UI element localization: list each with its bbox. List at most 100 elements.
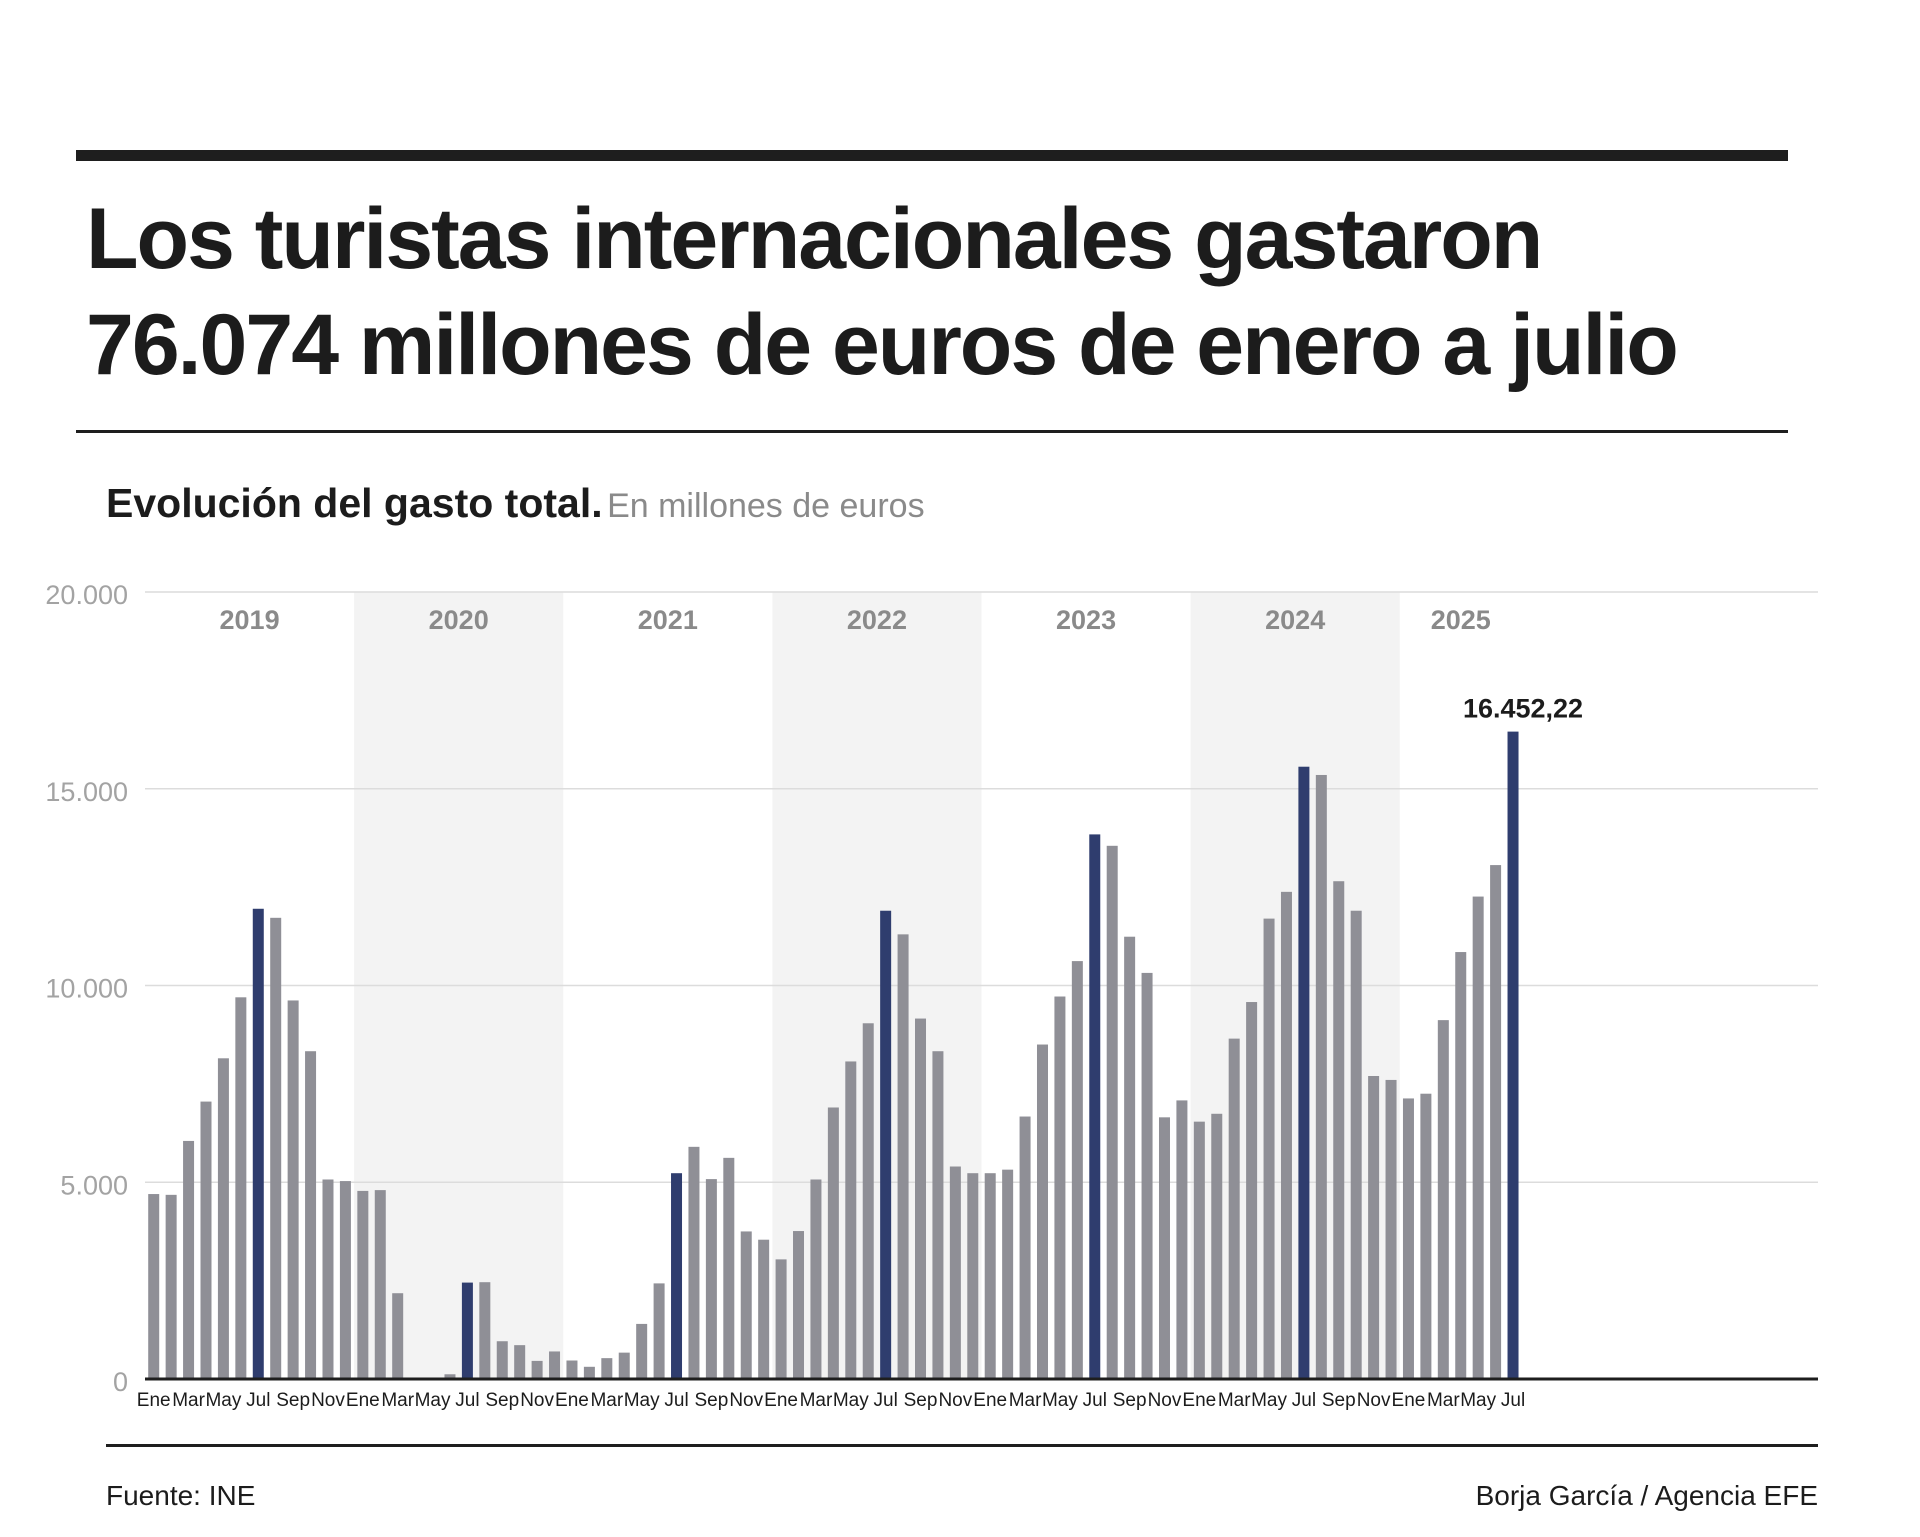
top-rule bbox=[76, 150, 1788, 161]
chart-subtitle: Evolución del gasto total. En millones d… bbox=[106, 480, 925, 527]
bar-2023-12 bbox=[1176, 1100, 1188, 1379]
year-label-2025: 2025 bbox=[1431, 605, 1491, 635]
bar-2023-6 bbox=[1071, 961, 1083, 1379]
source-note: Fuente: INE bbox=[106, 1480, 256, 1511]
bar-2019-3 bbox=[183, 1140, 195, 1379]
bar-2022-7 bbox=[880, 910, 892, 1379]
x-tick-label: Mar bbox=[1218, 1390, 1251, 1411]
bar-2024-1 bbox=[1193, 1121, 1205, 1379]
x-tick-label: Ene bbox=[1392, 1390, 1426, 1411]
x-tick-label: Sep bbox=[276, 1390, 310, 1411]
bar-2024-9 bbox=[1333, 881, 1345, 1379]
bar-2023-3 bbox=[1019, 1116, 1031, 1379]
year-label-2023: 2023 bbox=[1056, 605, 1116, 635]
bar-2021-11 bbox=[740, 1231, 752, 1379]
x-tick-label: Ene bbox=[1182, 1390, 1216, 1411]
bar-2021-2 bbox=[583, 1366, 595, 1379]
x-tick-label: May bbox=[415, 1390, 451, 1411]
x-tick-label: Nov bbox=[938, 1390, 972, 1411]
x-tick-label: Mar bbox=[590, 1390, 623, 1411]
bar-2025-5 bbox=[1472, 896, 1484, 1379]
year-label-2019: 2019 bbox=[220, 605, 280, 635]
bar-2019-6 bbox=[235, 997, 247, 1379]
bar-2020-2 bbox=[374, 1190, 386, 1379]
x-tick-label: Mar bbox=[800, 1390, 833, 1411]
x-tick-label: May bbox=[1042, 1390, 1078, 1411]
x-tick-label: Mar bbox=[1427, 1390, 1460, 1411]
x-tick-label: Jul bbox=[1292, 1390, 1316, 1411]
x-tick-label: Sep bbox=[485, 1390, 519, 1411]
bar-2021-8 bbox=[688, 1146, 700, 1379]
bar-2019-9 bbox=[287, 1000, 299, 1379]
chart-title: Evolución del gasto total. bbox=[106, 480, 603, 526]
x-tick-label: Nov bbox=[311, 1390, 345, 1411]
x-tick-label: Ene bbox=[555, 1390, 589, 1411]
bar-2024-4 bbox=[1246, 1002, 1258, 1379]
bar-2022-5 bbox=[845, 1061, 857, 1379]
bar-2021-12 bbox=[758, 1239, 770, 1379]
y-tick-label: 5.000 bbox=[60, 1170, 128, 1200]
bar-2020-6 bbox=[444, 1374, 456, 1379]
bar-2024-11 bbox=[1368, 1076, 1380, 1379]
bar-2019-11 bbox=[322, 1179, 334, 1379]
x-tick-label: Jul bbox=[1501, 1390, 1525, 1411]
x-tick-label: May bbox=[833, 1390, 869, 1411]
bar-2023-1 bbox=[984, 1173, 996, 1379]
x-tick-label: Jul bbox=[246, 1390, 270, 1411]
bar-2024-7 bbox=[1298, 766, 1310, 1379]
data-label-max: 16.452,22 bbox=[1463, 694, 1583, 724]
headline-line-2: 76.074 millones de euros de enero a juli… bbox=[86, 297, 1679, 393]
bar-2025-4 bbox=[1455, 952, 1467, 1379]
x-tick-label: Jul bbox=[455, 1390, 479, 1411]
y-tick-label: 0 bbox=[113, 1367, 128, 1397]
bar-2024-3 bbox=[1228, 1038, 1240, 1379]
x-tick-label: Ene bbox=[137, 1390, 171, 1411]
bar-2019-10 bbox=[305, 1051, 317, 1379]
bar-2019-7 bbox=[252, 908, 264, 1379]
bar-2025-6 bbox=[1490, 865, 1502, 1379]
bar-2020-1 bbox=[357, 1190, 369, 1379]
x-tick-label: Jul bbox=[1083, 1390, 1107, 1411]
headline-line-1: Los turistas internacionales gastaron bbox=[86, 191, 1543, 287]
bar-2024-5 bbox=[1263, 918, 1275, 1379]
bar-2023-9 bbox=[1124, 936, 1136, 1379]
y-tick-label: 20.000 bbox=[45, 580, 128, 610]
bar-2024-8 bbox=[1315, 774, 1327, 1379]
bar-2019-8 bbox=[270, 917, 282, 1379]
bar-2020-9 bbox=[496, 1341, 508, 1379]
bar-2023-11 bbox=[1158, 1117, 1170, 1379]
x-tick-label: May bbox=[624, 1390, 660, 1411]
bar-2025-2 bbox=[1420, 1093, 1432, 1379]
bar-2021-3 bbox=[601, 1358, 613, 1379]
bar-2022-1 bbox=[775, 1259, 787, 1379]
bar-2020-8 bbox=[479, 1282, 491, 1379]
x-tick-label: Nov bbox=[729, 1390, 763, 1411]
x-tick-label: May bbox=[1460, 1390, 1496, 1411]
x-tick-label: Mar bbox=[1009, 1390, 1042, 1411]
bar-2023-7 bbox=[1089, 834, 1101, 1379]
x-tick-label: Sep bbox=[1113, 1390, 1147, 1411]
bar-2024-12 bbox=[1385, 1079, 1397, 1379]
bar-2025-7 bbox=[1507, 731, 1519, 1379]
chart-unit: En millones de euros bbox=[607, 487, 925, 525]
x-tick-label: Ene bbox=[764, 1390, 798, 1411]
x-tick-label: Nov bbox=[520, 1390, 554, 1411]
headline: Los turistas internacionales gastaron 76… bbox=[86, 186, 1786, 398]
year-label-2021: 2021 bbox=[638, 605, 698, 635]
bar-2019-5 bbox=[217, 1058, 229, 1379]
y-tick-label: 10.000 bbox=[45, 974, 128, 1004]
bar-2023-5 bbox=[1054, 996, 1066, 1379]
headline-rule bbox=[76, 430, 1788, 433]
bar-2019-2 bbox=[165, 1194, 177, 1379]
bar-2021-1 bbox=[566, 1360, 578, 1379]
x-tick-label: Nov bbox=[1148, 1390, 1182, 1411]
year-label-2024: 2024 bbox=[1265, 605, 1325, 635]
bar-2019-1 bbox=[148, 1194, 160, 1379]
footer-rule bbox=[106, 1444, 1818, 1447]
bar-2021-9 bbox=[705, 1179, 717, 1379]
x-tick-label: Sep bbox=[694, 1390, 728, 1411]
bar-2021-5 bbox=[636, 1323, 648, 1379]
bar-2022-11 bbox=[949, 1166, 961, 1379]
bar-2023-4 bbox=[1036, 1044, 1048, 1379]
x-tick-label: Jul bbox=[664, 1390, 688, 1411]
